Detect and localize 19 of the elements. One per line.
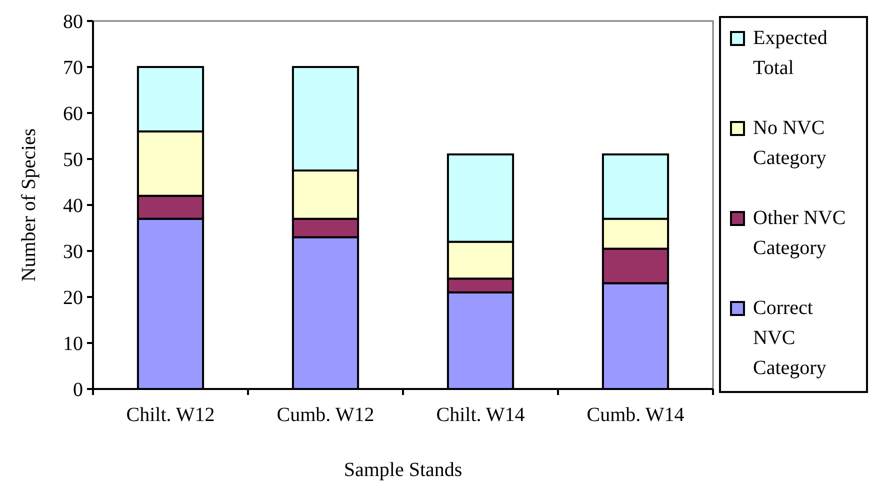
y-axis-title: Number of Species [18,128,40,282]
y-tick-label: 70 [63,57,83,79]
y-tick-label: 80 [63,11,83,33]
x-tick-label: Cumb. W12 [276,404,374,426]
legend-label: Other NVC Category [753,207,846,259]
x-tick-label: Chilt. W14 [436,404,525,426]
legend-label: Expected Total [753,27,828,79]
y-tick-label: 50 [63,149,83,171]
y-tick-label: 30 [63,241,83,263]
y-tick-label: 20 [63,287,83,309]
y-tick-label: 10 [63,333,83,355]
y-tick-label: 0 [73,379,83,401]
y-tick-label: 40 [63,195,83,217]
legend-label: No NVC Category [753,117,826,169]
legend-label: Correct NVC Category [753,297,826,379]
x-axis-title: Sample Stands [344,459,462,481]
x-tick-label: Cumb. W14 [586,404,684,426]
y-tick-label: 60 [63,103,83,125]
x-tick-label: Chilt. W12 [126,404,215,426]
